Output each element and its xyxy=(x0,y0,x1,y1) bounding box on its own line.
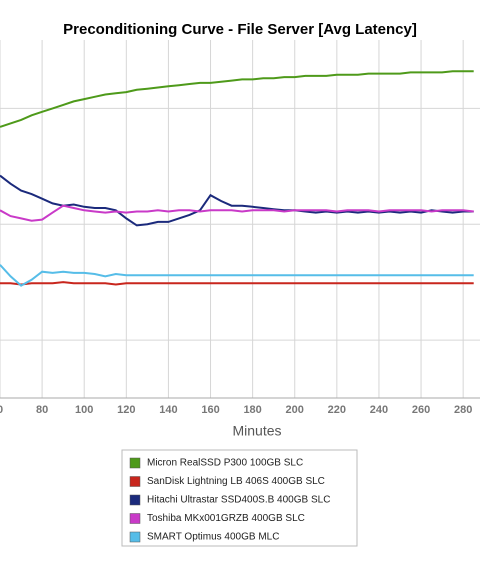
x-tick-label: 220 xyxy=(328,404,346,416)
x-tick-label: 260 xyxy=(412,404,430,416)
chart-title: Preconditioning Curve - File Server [Avg… xyxy=(63,21,417,38)
data-line xyxy=(0,70,474,128)
x-tick-label: 240 xyxy=(370,404,388,416)
legend-box xyxy=(121,449,358,547)
x-tick-label: 140 xyxy=(159,404,177,416)
legend-swatch xyxy=(129,494,141,506)
legend-label: Toshiba MKx001GRZB 400GB SLC xyxy=(147,513,305,524)
data-line xyxy=(0,264,474,287)
legend-swatch xyxy=(129,531,141,543)
x-tick-label: 100 xyxy=(75,404,93,416)
data-line xyxy=(0,281,474,286)
x-tick-label: 160 xyxy=(201,404,219,416)
legend-swatch xyxy=(129,513,141,524)
x-tick-label: 180 xyxy=(243,404,261,416)
x-tick-label: 280 xyxy=(454,404,472,416)
data-line xyxy=(0,174,474,227)
legend-label: SanDisk Lightning LB 406S 400GB SLC xyxy=(147,476,325,487)
legend-swatch xyxy=(129,457,141,469)
x-tick-label: 80 xyxy=(36,404,48,416)
x-tick-label: 120 xyxy=(117,404,135,416)
legend-label: SMART Optimus 400GB MLC xyxy=(147,532,279,543)
legend-label: Hitachi Ultrastar SSD400S.B 400GB SLC xyxy=(147,495,330,506)
x-tick-label: 0 xyxy=(0,404,3,416)
x-tick-label: 200 xyxy=(286,404,304,416)
x-axis-label: Minutes xyxy=(232,423,281,439)
data-line xyxy=(0,204,474,222)
legend-swatch xyxy=(129,476,141,487)
legend-label: Micron RealSSD P300 100GB SLC xyxy=(147,458,303,469)
